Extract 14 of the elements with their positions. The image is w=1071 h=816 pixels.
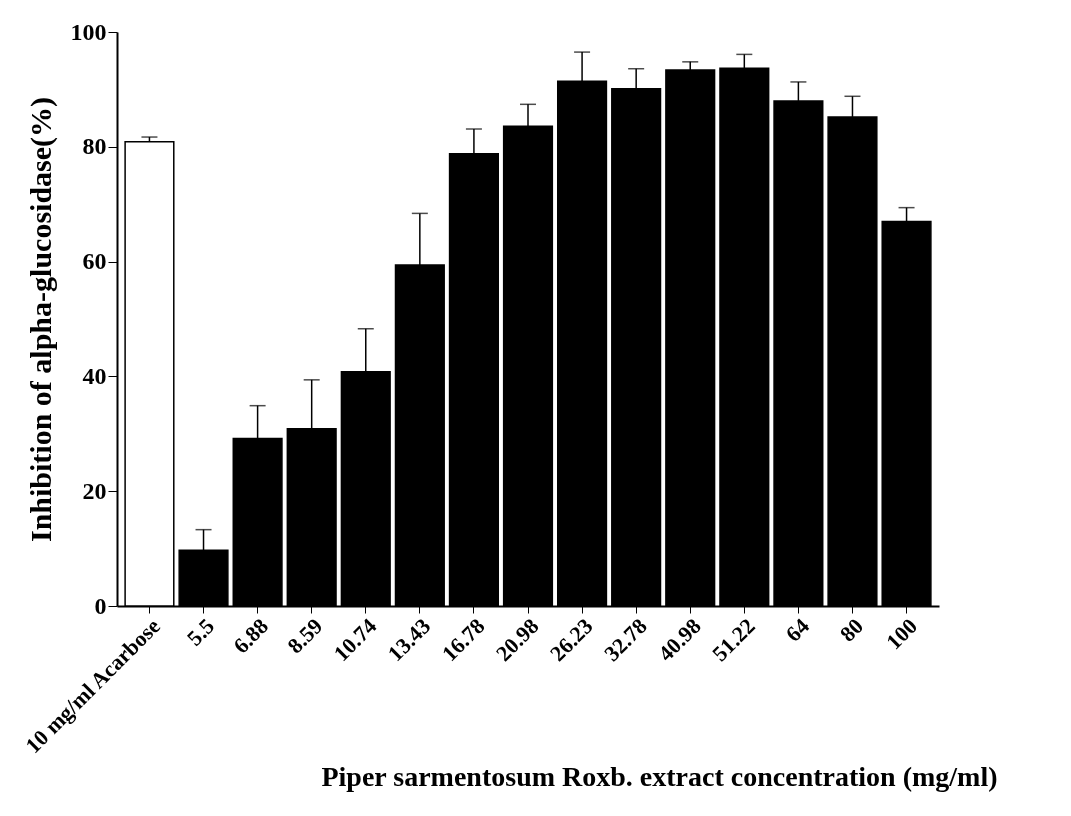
x-tick-label: 100 xyxy=(881,613,923,655)
y-tick-label: 100 xyxy=(70,18,107,45)
y-tick-label: 80 xyxy=(82,133,107,160)
y-tick-label: 60 xyxy=(82,248,107,275)
y-tick-label: 40 xyxy=(82,362,107,389)
x-axis-title: Piper sarmentosum Roxb. extract concentration (mg/ml) xyxy=(321,761,998,793)
x-tick-label: 80 xyxy=(834,613,869,647)
y-tick-label: 0 xyxy=(94,592,107,619)
y-axis-title: Inhibition of alpha-glucosidase(%) xyxy=(23,96,58,543)
x-tick-label: 64 xyxy=(780,613,814,647)
x-tick-label: 5.5 xyxy=(181,613,220,651)
x-tick-label: 6.88 xyxy=(228,613,274,659)
x-tick-label: 8.59 xyxy=(282,613,328,659)
y-tick-label: 20 xyxy=(82,477,107,504)
